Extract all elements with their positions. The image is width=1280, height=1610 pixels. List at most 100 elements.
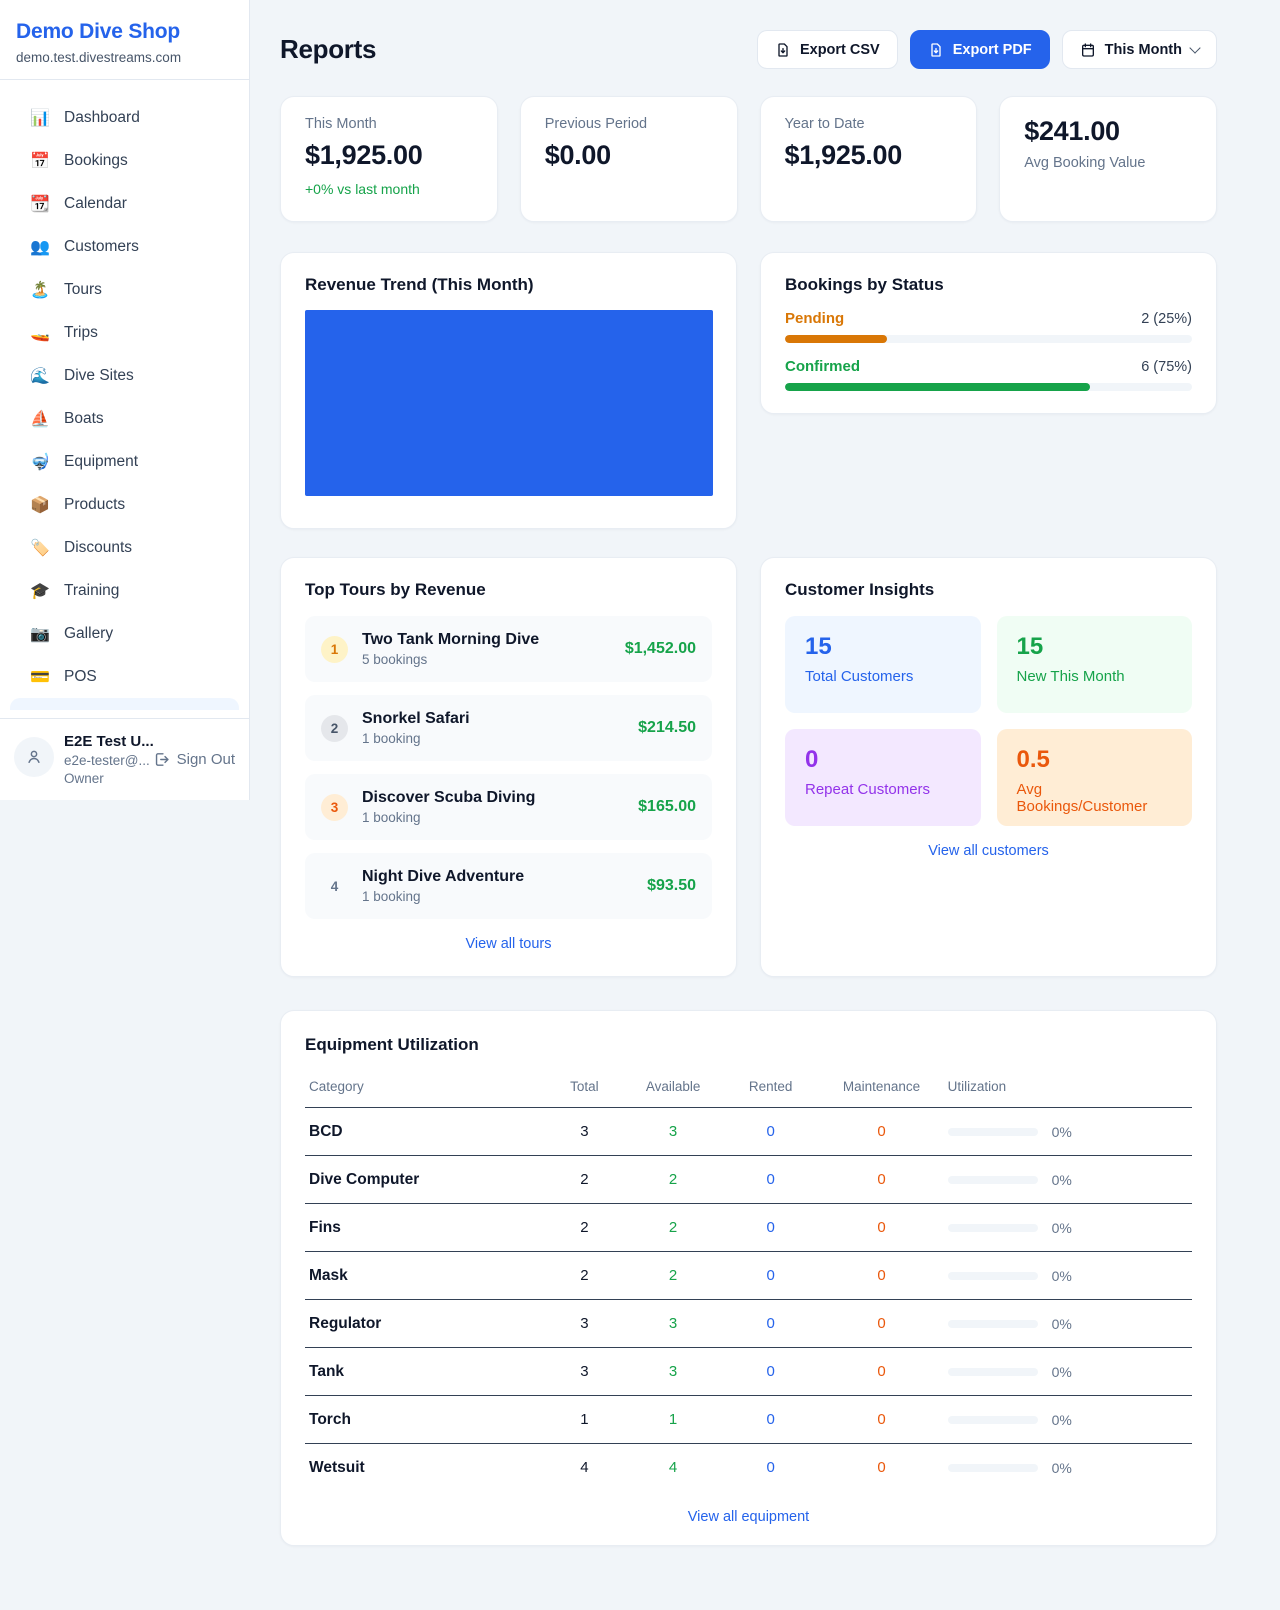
tour-item[interactable]: 1 Two Tank Morning Dive 5 bookings $1,452… xyxy=(305,616,712,682)
shop-name: Demo Dive Shop xyxy=(16,20,181,43)
rank-badge: 4 xyxy=(330,878,339,894)
export-pdf-button[interactable]: Export PDF xyxy=(909,30,1050,69)
sidebar-item-products[interactable]: 📦 Products xyxy=(10,483,239,526)
cell-rented: 0 xyxy=(721,1107,820,1156)
tour-item[interactable]: 2 Snorkel Safari 1 booking $214.50 xyxy=(305,695,712,761)
sidebar-item-bookings[interactable]: 📅 Bookings xyxy=(10,139,239,182)
stat-card-year-to-date: Year to Date $1,925.00 xyxy=(759,96,978,222)
insight-label: New This Month xyxy=(1016,668,1125,685)
cell-maintenance: 0 xyxy=(819,1107,944,1156)
cell-category: Torch xyxy=(305,1395,545,1444)
insight-label: Total Customers xyxy=(805,668,914,685)
sidebar-item-trips[interactable]: 🚤 Trips xyxy=(10,311,239,354)
cell-available: 1 xyxy=(624,1395,722,1444)
utilization-pct: 0% xyxy=(1051,1363,1072,1380)
tour-name: Discover Scuba Diving xyxy=(362,789,536,806)
cell-utilization: 0% xyxy=(943,1347,1192,1396)
sidebar-item-tours[interactable]: 🏝️ Tours xyxy=(10,268,239,311)
cell-rented: 0 xyxy=(721,1203,820,1252)
status-row-pending: Pending 2 (25%) xyxy=(785,310,1192,343)
cell-rented: 0 xyxy=(721,1251,820,1300)
island-icon: 🏝️ xyxy=(30,281,50,299)
tour-name: Night Dive Adventure xyxy=(362,868,525,885)
sidebar-item-discounts[interactable]: 🏷️ Discounts xyxy=(10,526,239,569)
stat-label: Previous Period xyxy=(544,116,648,132)
wave-icon: 🌊 xyxy=(30,367,50,385)
stat-card-this-month: This Month $1,925.00 +0% vs last month xyxy=(280,96,498,222)
sidebar-item-customers[interactable]: 👥 Customers xyxy=(10,225,239,268)
cell-maintenance: 0 xyxy=(819,1299,944,1348)
table-row: Torch 1 1 0 0 0% xyxy=(305,1395,1192,1444)
cell-total: 2 xyxy=(544,1251,625,1300)
sign-out-label: Sign Out xyxy=(176,751,235,768)
status-value: 6 (75%) xyxy=(1141,359,1192,375)
sidebar-item-label: Products xyxy=(64,495,126,513)
tour-list: 1 Two Tank Morning Dive 5 bookings $1,452… xyxy=(305,616,712,919)
stat-value: $0.00 xyxy=(544,140,611,170)
tour-bookings: 1 booking xyxy=(362,810,421,825)
view-all-tours-link[interactable]: View all tours xyxy=(465,936,552,952)
sidebar-item-gallery[interactable]: 📷 Gallery xyxy=(10,612,239,655)
diving-mask-icon: 🤿 xyxy=(30,453,50,471)
bookings-by-status-title: Bookings by Status xyxy=(785,275,944,294)
sidebar-item-dive-sites[interactable]: 🌊 Dive Sites xyxy=(10,354,239,397)
sidebar-item-label: Calendar xyxy=(64,194,127,212)
revenue-trend-card: Revenue Trend (This Month) xyxy=(280,252,737,529)
view-all-equipment-link[interactable]: View all equipment xyxy=(687,1508,810,1525)
sign-out-button[interactable]: Sign Out xyxy=(153,751,235,768)
cell-available: 2 xyxy=(624,1155,722,1204)
cell-utilization: 0% xyxy=(943,1203,1192,1252)
graduation-cap-icon: 🎓 xyxy=(30,582,50,600)
status-row-confirmed: Confirmed 6 (75%) xyxy=(785,358,1192,391)
utilization-pct: 0% xyxy=(1051,1171,1072,1188)
cell-utilization: 0% xyxy=(943,1299,1192,1348)
header-actions: Export CSV Export PDF This Month xyxy=(756,30,1217,69)
customer-insights-title: Customer Insights xyxy=(785,580,935,599)
sidebar-item-boats[interactable]: ⛵ Boats xyxy=(10,397,239,440)
table-row: Regulator 3 3 0 0 0% xyxy=(305,1299,1192,1348)
sign-out-icon xyxy=(155,753,169,766)
tour-bookings: 1 booking xyxy=(362,889,421,904)
sidebar-item-equipment[interactable]: 🤿 Equipment xyxy=(10,440,239,483)
sidebar-item-dashboard[interactable]: 📊 Dashboard xyxy=(10,96,239,139)
tour-item[interactable]: 3 Discover Scuba Diving 1 booking $165.00 xyxy=(305,774,712,840)
column-header-available: Available xyxy=(624,1069,722,1108)
equipment-table: Category Total Available Rented Maintena… xyxy=(305,1069,1192,1492)
cell-available: 3 xyxy=(624,1299,722,1348)
sidebar-item-label: Training xyxy=(64,581,120,599)
utilization-bar xyxy=(947,1415,1038,1424)
insight-label: Avg Bookings/Customer xyxy=(1016,781,1148,815)
people-icon: 👥 xyxy=(30,238,50,256)
cell-total: 3 xyxy=(544,1299,625,1348)
cell-utilization: 0% xyxy=(944,1444,1192,1492)
export-csv-button[interactable]: Export CSV xyxy=(756,30,898,69)
sidebar-item-label: Gallery xyxy=(64,624,114,642)
tour-amount: $93.50 xyxy=(647,877,696,894)
utilization-bar xyxy=(947,1319,1038,1328)
revenue-trend-chart xyxy=(305,310,713,496)
export-csv-label: Export CSV xyxy=(799,41,880,58)
sidebar-item-label: Dashboard xyxy=(64,108,140,126)
sidebar-item-pos[interactable]: 💳 POS xyxy=(10,655,239,698)
bookings-by-status-card: Bookings by Status Pending 2 (25%) Confi… xyxy=(760,252,1217,414)
table-row: Tank 3 3 0 0 0% xyxy=(305,1347,1192,1396)
cell-maintenance: 0 xyxy=(819,1395,944,1444)
stats-row: This Month $1,925.00 +0% vs last month P… xyxy=(280,96,1217,222)
stat-card-previous-period: Previous Period $0.00 xyxy=(519,96,738,222)
sidebar-item-label: Customers xyxy=(64,237,139,255)
avatar xyxy=(14,737,54,777)
calendar-icon: 📆 xyxy=(30,195,50,213)
page-title: Reports xyxy=(280,34,377,64)
stat-label: Avg Booking Value xyxy=(1024,155,1146,171)
period-dropdown[interactable]: This Month xyxy=(1061,30,1217,69)
cell-maintenance: 0 xyxy=(819,1155,944,1204)
sidebar-item-calendar[interactable]: 📆 Calendar xyxy=(10,182,239,225)
cell-available: 4 xyxy=(668,1459,678,1477)
tour-amount: $214.50 xyxy=(638,719,696,736)
sidebar-item-reports-partial[interactable] xyxy=(10,698,239,710)
revenue-trend-title: Revenue Trend (This Month) xyxy=(305,275,534,294)
export-pdf-label: Export PDF xyxy=(952,41,1032,58)
sidebar-item-training[interactable]: 🎓 Training xyxy=(10,569,239,612)
tour-item[interactable]: 4 Night Dive Adventure 1 booking $93.50 xyxy=(305,853,712,919)
view-all-customers-link[interactable]: View all customers xyxy=(928,843,1049,859)
